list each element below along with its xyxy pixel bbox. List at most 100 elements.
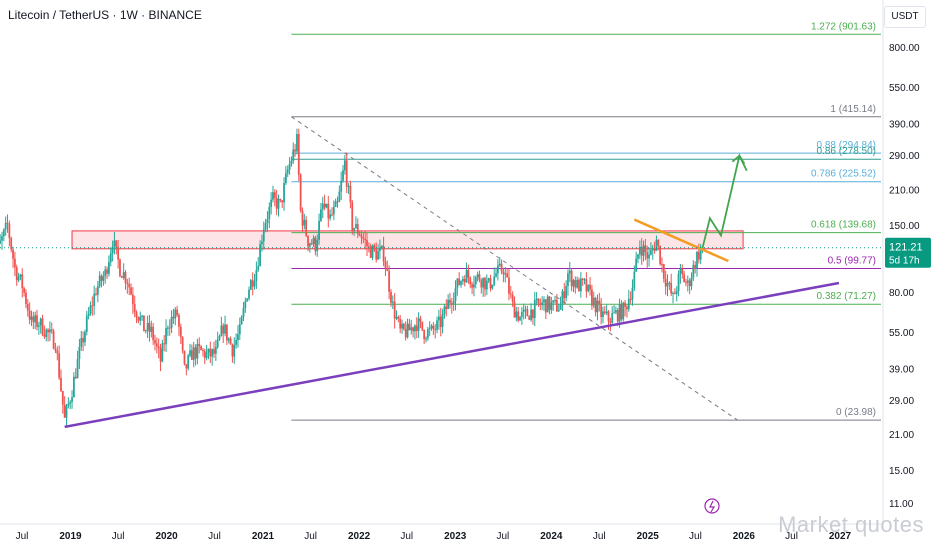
y-tick-label: 210.00 bbox=[889, 185, 920, 196]
candle-body bbox=[626, 306, 628, 310]
price-tag-countdown: 5d 17h bbox=[889, 256, 920, 267]
candle-body bbox=[248, 289, 250, 299]
candle-body bbox=[120, 276, 123, 278]
candle-body bbox=[141, 315, 143, 317]
candle-body bbox=[203, 350, 206, 358]
candle-body bbox=[362, 237, 365, 239]
candle-body bbox=[570, 270, 573, 287]
candle-body bbox=[677, 273, 680, 291]
candle-body bbox=[273, 192, 276, 198]
candle-body bbox=[502, 271, 505, 275]
candle-body bbox=[456, 278, 459, 289]
candle-body bbox=[642, 245, 645, 256]
candle-body bbox=[13, 258, 16, 268]
currency-label[interactable]: USDT bbox=[884, 6, 926, 28]
candle-body bbox=[552, 300, 555, 303]
candle-body bbox=[696, 251, 698, 269]
candle-body bbox=[355, 224, 357, 229]
candle-body bbox=[209, 348, 212, 357]
candle-body bbox=[102, 276, 105, 281]
candle-body bbox=[224, 324, 226, 334]
candle-body bbox=[1, 236, 3, 241]
candle-body bbox=[63, 404, 66, 418]
candle-body bbox=[557, 309, 560, 312]
fib-level-label: 1.272 (901.63) bbox=[811, 21, 876, 32]
candle-body bbox=[47, 329, 49, 333]
candle-body bbox=[310, 243, 313, 245]
fib-level-label: 0.88 (294.84) bbox=[817, 140, 877, 151]
candle-body bbox=[331, 214, 333, 216]
candle-body bbox=[541, 302, 544, 306]
candle-body bbox=[581, 278, 584, 280]
candle-body bbox=[388, 270, 391, 292]
trendline-rising-support[interactable] bbox=[64, 281, 840, 429]
fib-level-label: 1 (415.14) bbox=[830, 104, 876, 115]
candle-body bbox=[349, 185, 352, 203]
candle-body bbox=[644, 245, 647, 253]
candle-body bbox=[257, 266, 260, 270]
candle-body bbox=[386, 267, 389, 271]
candle-body bbox=[439, 316, 442, 328]
candle-body bbox=[246, 298, 249, 302]
candle-body bbox=[692, 264, 695, 278]
candle-body bbox=[100, 275, 103, 281]
candle-body bbox=[421, 321, 424, 331]
y-tick-label: 800.00 bbox=[889, 43, 920, 54]
candle-body bbox=[646, 252, 649, 259]
candle-body bbox=[314, 237, 317, 252]
candle-body bbox=[104, 269, 107, 277]
candle-body bbox=[524, 309, 527, 311]
candle-body bbox=[2, 229, 5, 237]
candle-body bbox=[458, 278, 461, 285]
candle-body bbox=[655, 239, 658, 251]
candle-body bbox=[10, 238, 13, 250]
price-tag-value: 121.21 bbox=[889, 242, 923, 254]
candle-body bbox=[179, 326, 182, 338]
candle-body bbox=[176, 309, 179, 316]
candle-body bbox=[45, 329, 48, 337]
watermark: Market quotes bbox=[778, 512, 924, 537]
candle-body bbox=[154, 340, 156, 344]
candle-body bbox=[233, 344, 236, 357]
candle-body bbox=[627, 298, 630, 310]
candle-body bbox=[522, 309, 525, 313]
trendline-falling-dashed[interactable] bbox=[291, 116, 738, 421]
candle-body bbox=[109, 253, 112, 263]
candle-body bbox=[168, 327, 171, 329]
candle-body bbox=[367, 246, 370, 248]
candle-body bbox=[119, 259, 121, 277]
candle-body bbox=[358, 233, 361, 236]
candle-body bbox=[491, 284, 494, 289]
candle-body bbox=[546, 296, 549, 313]
candle-body bbox=[563, 291, 566, 299]
candle-body bbox=[572, 280, 575, 287]
candle-body bbox=[216, 339, 219, 348]
candle-body bbox=[301, 210, 304, 226]
candle-body bbox=[532, 309, 534, 319]
candle-body bbox=[415, 325, 418, 332]
trendline-descending-resistance[interactable] bbox=[633, 218, 729, 263]
candle-body bbox=[382, 245, 385, 262]
candle-body bbox=[384, 261, 387, 268]
plot-area[interactable] bbox=[0, 0, 883, 524]
candle-body bbox=[602, 311, 604, 317]
lightning-icon[interactable] bbox=[704, 498, 720, 514]
candle-body bbox=[157, 346, 160, 349]
candle-body bbox=[56, 350, 59, 354]
candle-body bbox=[414, 325, 416, 332]
candle-body bbox=[12, 249, 14, 259]
candle-body bbox=[237, 334, 239, 340]
candle-body bbox=[84, 331, 86, 343]
candle-body bbox=[192, 347, 195, 360]
candle-body bbox=[318, 220, 320, 241]
candle-body bbox=[117, 246, 120, 260]
candle-body bbox=[21, 274, 24, 289]
resistance-zone[interactable] bbox=[71, 230, 744, 250]
price-tag-box bbox=[885, 237, 931, 268]
candle-body bbox=[668, 282, 671, 284]
candle-body bbox=[139, 316, 142, 321]
candle-body bbox=[489, 278, 492, 289]
candle-body bbox=[554, 300, 556, 302]
candle-body bbox=[32, 316, 35, 323]
